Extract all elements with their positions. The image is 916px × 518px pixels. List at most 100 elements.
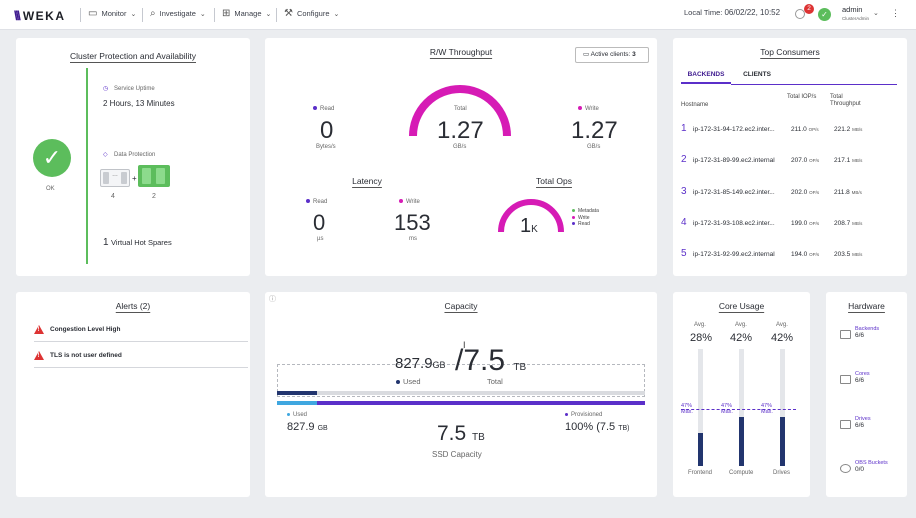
hardware-drives[interactable]: Drives 6/6 xyxy=(855,416,871,429)
latency-write-legend: Write xyxy=(399,199,420,205)
more-menu-icon[interactable]: ⋮ xyxy=(891,8,900,18)
ssd-capacity-value: 7.5 xyxy=(437,422,467,445)
nav-manage[interactable]: ⊞ Manage ⌄ xyxy=(222,8,271,19)
core-max-frontend: 47% Max. xyxy=(681,403,693,415)
latency-write-label: Write xyxy=(406,199,420,205)
provisioned-legend: Provisioned xyxy=(565,412,602,418)
row-tp-unit: MB/s xyxy=(852,127,863,132)
col-total-throughput[interactable]: Total Throughput xyxy=(830,94,861,107)
row-tp-unit: MB/s xyxy=(852,221,863,226)
ssd-used-label: Used xyxy=(293,412,308,418)
latency-read-dot xyxy=(306,199,310,204)
throughput-write-label: Write xyxy=(585,106,599,112)
core-max-label: Max. xyxy=(761,409,773,415)
user-name[interactable]: admin xyxy=(842,5,863,14)
throughput-total-unit: GB/s xyxy=(453,144,467,150)
ops-legend-write: Write xyxy=(572,215,599,222)
throughput-total-gauge xyxy=(409,85,511,137)
total-ops-suffix: K xyxy=(531,224,538,235)
info-icon[interactable]: ⓘ xyxy=(269,296,276,303)
notifications-icon[interactable] xyxy=(795,9,805,19)
user-menu-chevron-icon[interactable]: ⌄ xyxy=(873,10,879,17)
nav-monitor[interactable]: ▭ Monitor ⌄ xyxy=(88,8,136,19)
cluster-ok-icon[interactable]: ✓ xyxy=(818,8,831,21)
ops-legend: Metadata Write Read xyxy=(572,208,599,228)
col-hostname[interactable]: Hostname xyxy=(681,102,709,108)
nav-investigate[interactable]: ⌕ Investigate ⌄ xyxy=(150,8,206,19)
nav-divider xyxy=(80,8,81,22)
ssd-used-dot xyxy=(287,412,290,416)
total-ops-gauge xyxy=(498,199,564,233)
cluster-protection-title: Cluster Protection and Availability xyxy=(70,51,196,61)
core-avg-label: Avg. xyxy=(735,322,747,328)
row-hostname: ip-172-31-85-149.ec2.inter... xyxy=(693,189,775,196)
table-row[interactable]: 1 ip-172-31-94-172.ec2.inter... 211.0 OP/s… xyxy=(681,123,899,134)
table-row[interactable]: 2 ip-172-31-89-99.ec2.internal 207.0 OP/s 2… xyxy=(681,154,899,165)
row-tp-value: 217.1 xyxy=(834,157,851,164)
capacity-slash: / xyxy=(455,344,464,377)
data-drives-count: 4 xyxy=(111,193,115,200)
capacity-total-label: Total xyxy=(487,377,503,386)
hardware-cores[interactable]: Cores 6/6 xyxy=(855,371,870,384)
active-clients-button[interactable]: ▭ Active clients: 3 xyxy=(575,47,649,63)
ops-legend-read: Read xyxy=(572,221,599,228)
ssd-used: 827.9 GB xyxy=(287,421,328,433)
chevron-down-icon: ⌄ xyxy=(130,10,137,18)
hardware-card: Hardware xyxy=(826,292,907,497)
local-time: Local Time: 06/02/22, 10:52 xyxy=(684,8,780,17)
wrench-icon: ⚒ xyxy=(284,8,293,19)
ssd-capacity-unit: TB xyxy=(472,432,485,443)
row-throughput: 211.8 MB/s xyxy=(834,189,862,196)
latency-read-legend: Read xyxy=(306,199,327,205)
row-tp-value: 211.8 xyxy=(834,189,850,196)
hardware-obs-buckets-value: 0/0 xyxy=(855,466,865,473)
ssd-used-value: 827.9 xyxy=(287,421,315,433)
ops-write-dot xyxy=(572,215,575,219)
capacity-bar-fill xyxy=(277,391,318,395)
alert-item[interactable]: Congestion Level High xyxy=(34,325,248,342)
tab-backends[interactable]: BACKENDS xyxy=(681,71,731,84)
alert-item[interactable]: TLS is not user defined xyxy=(34,351,248,368)
throughput-write-unit: GB/s xyxy=(587,144,601,150)
bucket-icon xyxy=(840,464,851,473)
throughput-read-label: Read xyxy=(320,106,335,112)
latency-write-dot xyxy=(399,199,403,204)
row-rank: 3 xyxy=(681,186,687,197)
total-ops-title: Total Ops xyxy=(536,176,572,186)
core-bar-drives xyxy=(780,349,785,466)
table-row[interactable]: 4 ip-172-31-93-108.ec2.inter... 199.0 OP/s… xyxy=(681,217,899,228)
service-uptime-value: 2 Hours, 13 Minutes xyxy=(103,99,175,108)
table-row[interactable]: 3 ip-172-31-85-149.ec2.inter... 202.0 OP/s… xyxy=(681,186,899,197)
weka-logo-text: WEKA xyxy=(22,8,66,23)
capacity-total-unit: TB xyxy=(513,362,527,373)
read-legend: Read xyxy=(313,106,334,112)
hardware-cores-label: Cores xyxy=(855,371,870,377)
core-max-label: Max. xyxy=(681,409,693,415)
tabs-underline xyxy=(731,84,897,85)
drive-ellipsis: … xyxy=(112,172,118,178)
server-icon xyxy=(840,330,851,339)
col-total-iops[interactable]: Total IOP/s xyxy=(787,94,817,100)
hardware-drives-value: 6/6 xyxy=(855,422,865,429)
latency-title: Latency xyxy=(352,176,382,186)
row-iops: 211.0 OP/s xyxy=(791,126,834,133)
nav-divider xyxy=(142,8,143,22)
tab-clients[interactable]: CLIENTS xyxy=(743,71,771,78)
latency-read-value: 0 xyxy=(313,210,326,235)
row-rank: 4 xyxy=(681,217,687,228)
row-iops: 202.0 OP/s xyxy=(791,189,834,196)
weka-logo-mark: \\\ xyxy=(14,8,21,23)
manage-icon: ⊞ xyxy=(222,8,231,19)
parity-drive-icon xyxy=(156,168,165,184)
provisioned-dot xyxy=(565,412,568,416)
table-row[interactable]: 5 ip-172-31-92-99.ec2.internal 194.0 OP/s 2… xyxy=(681,248,899,259)
hardware-obs-buckets[interactable]: OBS Buckets 0/0 xyxy=(855,460,888,473)
nav-configure[interactable]: ⚒ Configure ⌄ xyxy=(284,8,339,19)
weka-logo[interactable]: \\\ WEKA xyxy=(14,8,66,23)
throughput-read-unit: Bytes/s xyxy=(316,144,336,150)
core-bar-fill xyxy=(780,416,785,466)
row-iops-unit: OP/s xyxy=(809,158,820,163)
hardware-backends[interactable]: Backends 6/6 xyxy=(855,326,879,339)
ops-legend-write-label: Write xyxy=(578,214,590,221)
shield-icon: ◇ xyxy=(103,152,108,158)
